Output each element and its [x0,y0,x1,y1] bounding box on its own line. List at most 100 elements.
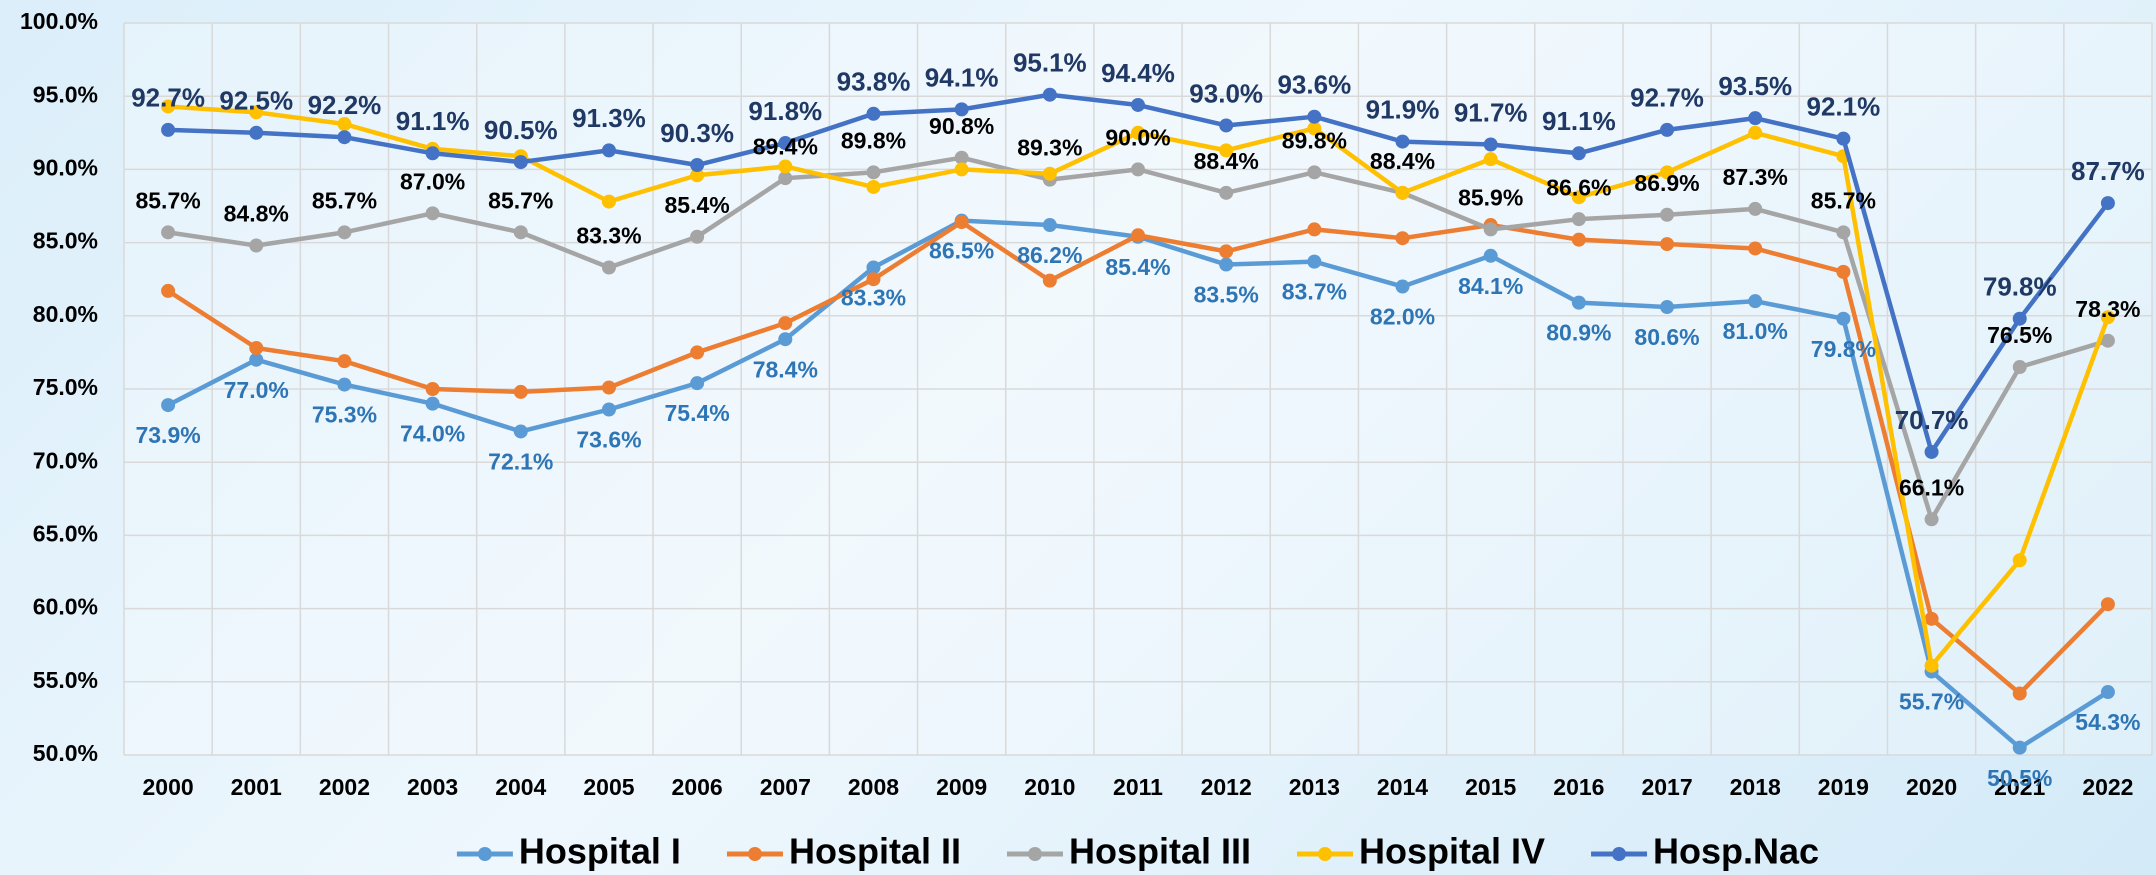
data-label: 75.4% [665,400,730,426]
data-point [1307,165,1322,180]
data-point [601,380,616,395]
data-label: 83.3% [576,223,641,249]
data-label: 91.1% [1542,106,1616,136]
legend-marker [747,847,762,861]
data-point [1219,185,1234,200]
data-label: 85.7% [135,187,200,213]
data-point [2100,333,2115,348]
data-point [1395,279,1410,294]
data-point [1395,231,1410,246]
data-point [601,260,616,275]
data-label: 66.1% [1899,474,1964,500]
data-label: 92.5% [219,86,293,116]
data-label: 78.4% [753,356,818,382]
data-label: 89.8% [841,127,906,153]
data-point [1660,207,1675,222]
legend-item: Hospital I [456,831,681,872]
data-point [1748,201,1763,216]
data-point [161,283,176,298]
legend: Hospital I Hospital II Hospital III Hospita… [456,831,1819,872]
data-label: 85.7% [1811,187,1876,213]
data-label: 93.6% [1277,70,1351,100]
data-point [690,345,705,360]
data-point [513,225,528,240]
data-point [2012,740,2027,755]
data-point [161,99,176,114]
data-label: 94.4% [1101,58,1175,88]
data-point [1660,165,1675,180]
legend-label: Hospital I [519,831,681,872]
data-point [161,225,176,240]
data-label: 85.9% [1458,185,1523,211]
data-label: 87.7% [2071,156,2145,186]
data-point [1395,134,1410,149]
y-tick-label: 100.0% [20,8,98,34]
data-point [425,382,440,396]
data-label: 85.4% [665,192,730,218]
x-tick-label: 2008 [848,774,899,800]
legend-item: Hospital III [1006,831,1251,872]
data-label: 80.9% [1546,320,1611,346]
x-tick-label: 2018 [1730,774,1781,800]
data-point [1836,131,1851,146]
data-point [778,332,793,347]
x-tick-label: 2016 [1553,774,1604,800]
x-tick-label: 2011 [1113,774,1163,800]
data-point [1571,295,1586,310]
data-point [1924,512,1939,527]
data-label: 79.8% [1983,272,2057,302]
data-point [778,171,793,186]
data-point [778,316,793,331]
data-label: 81.0% [1723,318,1788,344]
data-point [249,125,264,140]
data-label: 93.5% [1718,71,1792,101]
data-point [249,341,264,356]
data-point [1483,137,1498,152]
data-point [1924,658,1939,673]
y-tick-label: 50.0% [33,740,98,766]
data-point [2012,360,2027,375]
data-label: 92.2% [308,90,382,120]
data-point [1042,87,1057,102]
data-label: 89.4% [753,133,818,159]
data-label: 85.7% [488,187,553,213]
x-tick-label: 2017 [1641,774,1692,800]
data-point [1395,185,1410,200]
data-point [1571,190,1586,205]
data-point [866,272,881,287]
legend-label: Hosp.Nac [1653,831,1819,872]
data-point [866,165,881,180]
x-tick-label: 2012 [1201,774,1252,800]
legend-label: Hospital III [1069,831,1251,872]
x-tick-label: 2004 [495,774,546,800]
data-label: 93.8% [837,67,911,97]
data-label: 86.6% [1546,174,1611,200]
data-label: 86.9% [1634,170,1699,196]
data-label: 50.5% [1987,765,2052,791]
data-point [954,150,969,165]
x-tick-label: 2006 [672,774,723,800]
legend-marker [1318,847,1333,861]
data-label: 83.5% [1194,282,1259,308]
data-point [1748,111,1763,126]
data-point [866,260,881,275]
y-tick-label: 65.0% [33,520,98,546]
y-tick-label: 75.0% [33,374,98,400]
data-point [2012,686,2027,701]
data-point [1660,300,1675,315]
y-tick-label: 60.0% [33,594,98,620]
data-label: 95.1% [1013,48,1087,78]
data-point [1307,254,1322,269]
x-tick-label: 2022 [2082,774,2133,800]
data-point [161,122,176,137]
data-point [1042,166,1057,181]
x-tick-label: 2005 [583,774,634,800]
data-point [690,168,705,183]
data-point [425,146,440,161]
data-label: 55.7% [1899,689,1964,715]
data-label: 91.3% [572,103,646,133]
data-label: 94.1% [925,62,999,92]
data-label: 90.8% [929,113,994,139]
data-point [1307,109,1322,124]
x-tick-label: 2015 [1465,774,1516,800]
